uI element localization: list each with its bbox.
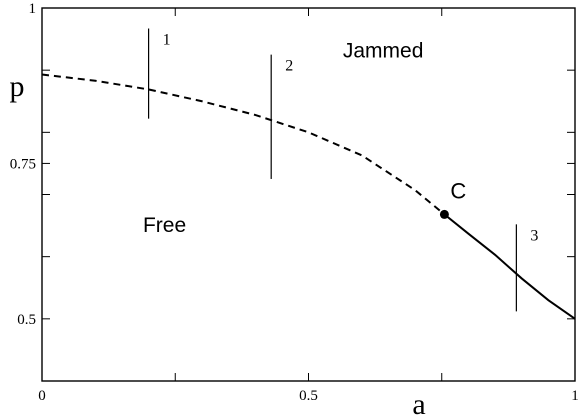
x-tick-label: 0.5	[299, 388, 318, 404]
y-tick-label: 0.75	[10, 156, 36, 172]
region-label-jammed: Jammed	[343, 40, 424, 63]
marker-label-2: 2	[285, 58, 293, 75]
chart-marks	[41, 28, 576, 320]
x-tick-label: 0	[38, 388, 46, 404]
boundary-curve-solid	[443, 213, 576, 320]
x-tick-label: 1	[571, 388, 579, 404]
y-axis-label: p	[10, 70, 25, 103]
plot-frame	[41, 7, 576, 382]
chart-labels: 0 0.5 1 0.5 0.75 1 a p 1 2 3 C Jammed Free	[10, 1, 579, 417]
y-tick-label: 0.5	[17, 312, 36, 328]
region-label-free: Free	[143, 214, 186, 237]
critical-point-dot	[439, 209, 449, 219]
boundary-curve-dashed	[41, 73, 446, 216]
axis-ticks	[41, 7, 576, 382]
marker-label-1: 1	[163, 32, 171, 49]
critical-point-label: C	[450, 178, 466, 203]
y-tick-label: 1	[29, 1, 37, 17]
x-axis-label: a	[412, 388, 425, 417]
marker-label-3: 3	[530, 227, 538, 244]
